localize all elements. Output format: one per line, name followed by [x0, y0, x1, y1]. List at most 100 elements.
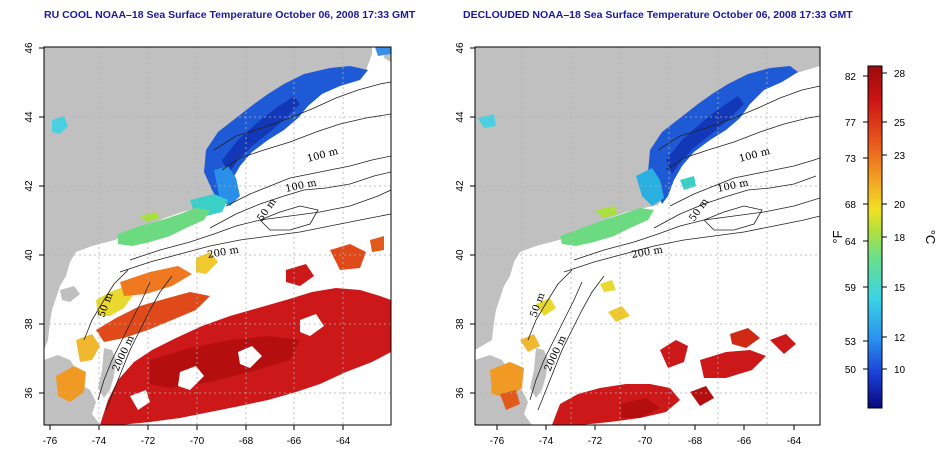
lat-tick-label: 42 — [24, 180, 35, 192]
lon-tick-label: -64 — [336, 436, 351, 447]
lon-tick-label: -66 — [737, 436, 752, 447]
right-lon-labels: -76 -74 -72 -70 -68 -66 -64 — [490, 436, 802, 447]
sst-warm-region — [520, 334, 540, 352]
left-lat-labels: 46 44 42 40 38 36 — [24, 42, 35, 399]
lon-tick-label: -74 — [539, 436, 554, 447]
sst-hot-region — [96, 292, 210, 342]
sst-shelf-region — [118, 208, 210, 246]
sst-hot-region — [120, 266, 192, 296]
sst-hot-region — [620, 398, 660, 418]
left-axis-ticks — [39, 47, 344, 430]
sst-hot-region — [730, 328, 760, 348]
fahrenheit-tick-label: 68 — [845, 200, 857, 211]
sst-shelf-region — [596, 206, 618, 218]
colorbar: 82 77 73 68 64 59 53 50 28 25 23 20 18 1… — [830, 65, 938, 409]
sst-hot-region — [690, 386, 714, 406]
sst-cold-region — [636, 168, 664, 206]
colorbar-fahrenheit-labels: 82 77 73 68 64 59 53 50 — [845, 72, 857, 376]
celsius-tick-label: 15 — [894, 283, 906, 294]
fahrenheit-tick-label: 59 — [845, 283, 857, 294]
cloud-gap — [130, 390, 150, 410]
right-lat-labels: 46 44 42 40 38 36 — [455, 42, 466, 399]
lat-tick-label: 36 — [455, 387, 466, 399]
fahrenheit-tick-label: 73 — [845, 154, 857, 165]
left-grid — [44, 47, 391, 425]
lat-tick-label: 36 — [24, 387, 35, 399]
sst-warm-region — [196, 252, 218, 274]
sst-cool-region — [52, 116, 68, 134]
fahrenheit-tick-label: 82 — [845, 72, 857, 83]
cloud-gap — [238, 346, 262, 368]
lat-tick-label: 44 — [24, 111, 35, 123]
lat-tick-label: 44 — [455, 111, 466, 123]
lat-tick-label: 46 — [455, 42, 466, 54]
right-panel-title: DECLOUDED NOAA–18 Sea Surface Temperatur… — [463, 9, 853, 21]
sst-warm-region — [56, 366, 86, 402]
left-panel-title: RU COOL NOAA–18 Sea Surface Temperature … — [44, 9, 416, 21]
lon-tick-label: -74 — [92, 436, 107, 447]
colorbar-gradient — [867, 65, 883, 409]
lon-tick-label: -76 — [43, 436, 58, 447]
lat-tick-label: 40 — [24, 249, 35, 261]
celsius-tick-label: 18 — [894, 233, 906, 244]
lon-tick-label: -64 — [787, 436, 802, 447]
celsius-tick-label: 10 — [894, 365, 906, 376]
sst-warm-region — [608, 306, 630, 322]
lon-tick-label: -70 — [190, 436, 205, 447]
sst-shelf-region — [560, 208, 654, 246]
lon-tick-label: -70 — [638, 436, 653, 447]
fahrenheit-tick-label: 77 — [845, 118, 857, 129]
sst-hot-region — [500, 390, 520, 410]
cloud-gap — [300, 314, 324, 336]
celsius-tick-label: 20 — [894, 200, 906, 211]
lat-tick-label: 40 — [455, 249, 466, 261]
sst-hot-region — [770, 334, 796, 354]
fahrenheit-unit-label: °F — [830, 230, 845, 243]
lon-tick-label: -76 — [490, 436, 505, 447]
sst-cool-region — [478, 114, 496, 128]
cloud-gap — [178, 366, 204, 390]
fahrenheit-tick-label: 53 — [845, 337, 857, 348]
sst-warm-region — [76, 334, 100, 362]
lat-tick-label: 46 — [24, 42, 35, 54]
sst-cold-region — [214, 166, 240, 206]
sst-warm-region — [490, 362, 524, 398]
celsius-tick-label: 28 — [894, 69, 906, 80]
left-lon-labels: -76 -74 -72 -70 -68 -66 -64 — [43, 436, 351, 447]
right-map: 100 m 100 m 50 m 200 m 50 m 2000 m -76 -… — [455, 42, 821, 447]
left-bathymetry-contours — [83, 81, 391, 411]
celsius-unit-label: °C — [923, 230, 938, 245]
celsius-tick-label: 12 — [894, 333, 906, 344]
right-bathymetry-contours — [527, 85, 820, 411]
left-map-frame — [43, 46, 392, 426]
lon-tick-label: -68 — [239, 436, 254, 447]
lat-tick-label: 38 — [455, 318, 466, 330]
sst-cold-region — [648, 66, 798, 204]
celsius-tick-label: 23 — [894, 151, 906, 162]
celsius-tick-label: 25 — [894, 118, 906, 129]
sst-shelf-region — [140, 212, 160, 222]
sst-warm-region — [600, 280, 616, 292]
lon-tick-label: -68 — [688, 436, 703, 447]
land-mass — [60, 286, 80, 302]
lat-tick-label: 42 — [455, 180, 466, 192]
sst-cool-region — [375, 47, 391, 56]
sst-hot-region — [700, 350, 766, 378]
lon-tick-label: -66 — [287, 436, 302, 447]
fahrenheit-tick-label: 64 — [845, 237, 857, 248]
fahrenheit-tick-label: 50 — [845, 365, 857, 376]
right-axis-ticks — [470, 47, 795, 430]
sst-hot-region — [370, 236, 384, 252]
sst-hot-region — [330, 244, 366, 270]
sst-cold-region — [222, 96, 300, 174]
sst-hot-region — [286, 264, 314, 286]
right-map-frame — [474, 46, 821, 426]
sst-hot-region — [660, 340, 688, 368]
sst-cold-region — [666, 96, 744, 174]
lat-tick-label: 38 — [24, 318, 35, 330]
colorbar-celsius-labels: 28 25 23 20 18 15 12 10 — [894, 69, 906, 376]
colorbar-ticks — [863, 72, 887, 370]
lon-tick-label: -72 — [588, 436, 603, 447]
sst-hot-region — [552, 384, 680, 425]
